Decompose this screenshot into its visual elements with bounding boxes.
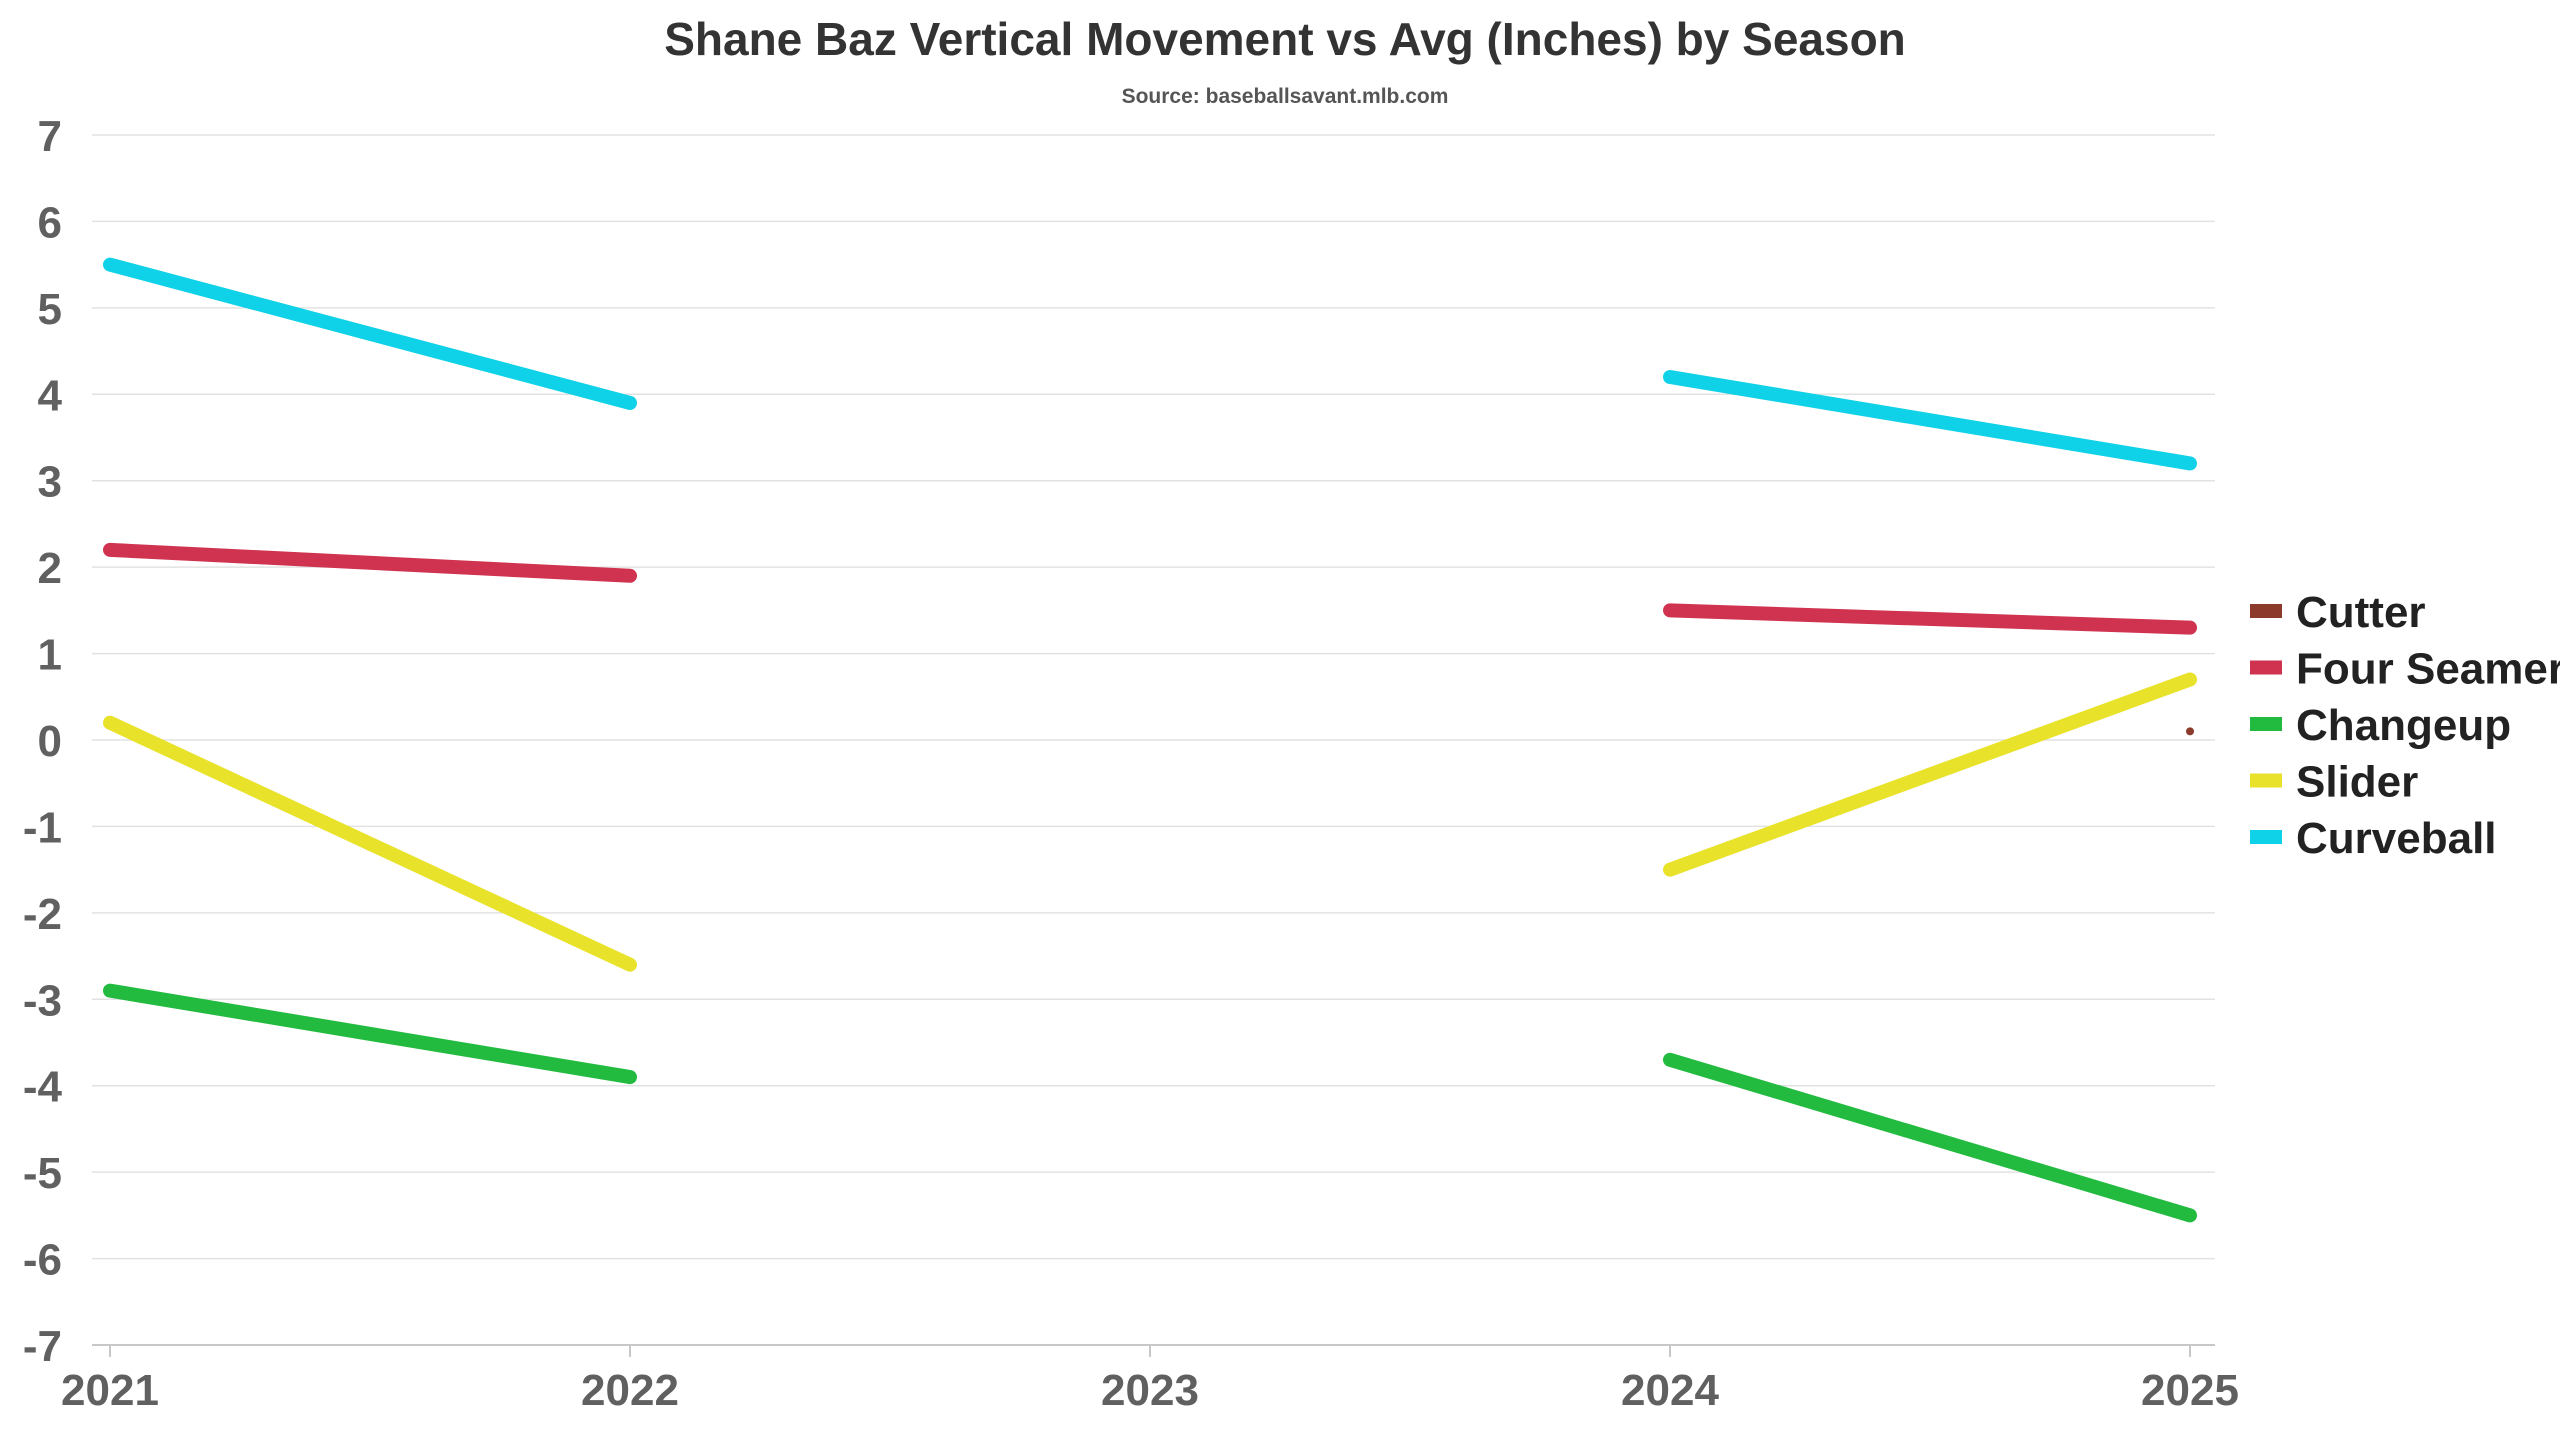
legend-label: Curveball <box>2296 814 2497 863</box>
series-line <box>103 257 637 410</box>
y-tick-label: -4 <box>23 1063 63 1112</box>
y-tick-label: -2 <box>23 890 62 939</box>
chart-title: Shane Baz Vertical Movement vs Avg (Inch… <box>664 13 1906 65</box>
legend-swatch <box>2250 830 2282 844</box>
y-tick-label: 3 <box>38 458 62 507</box>
series-line <box>1663 672 2197 877</box>
series-line <box>103 542 637 583</box>
y-tick-label: 5 <box>38 285 62 334</box>
y-tick-label: 0 <box>38 717 62 766</box>
x-tick-label: 2021 <box>61 1366 159 1415</box>
series-slider <box>103 672 2197 972</box>
legend-label: Cutter <box>2296 588 2426 637</box>
legend-swatch <box>2250 660 2282 675</box>
series-line <box>103 983 637 1085</box>
y-tick-label: 1 <box>38 631 62 680</box>
y-tick-label: -7 <box>23 1322 62 1371</box>
x-tick-label: 2022 <box>581 1366 679 1415</box>
series-line <box>103 715 637 972</box>
y-tick-label: -5 <box>23 1149 62 1198</box>
y-tick-label: -6 <box>23 1236 62 1285</box>
x-tick-label: 2024 <box>1621 1366 1719 1415</box>
legend-swatch <box>2250 773 2282 788</box>
series-curveball <box>103 257 2197 471</box>
y-tick-label: -1 <box>23 803 62 852</box>
legend-label: Changeup <box>2296 701 2511 750</box>
series-line <box>1663 370 2197 471</box>
y-tick-label: 6 <box>38 198 62 247</box>
legend-label: Four Seamer <box>2296 645 2560 694</box>
legend-swatch <box>2250 604 2282 618</box>
series-line <box>1663 1052 2197 1223</box>
y-tick-label: 7 <box>38 112 62 161</box>
series-lines <box>103 257 2197 1223</box>
legend-swatch <box>2250 717 2282 731</box>
series-four-seamer <box>103 542 2197 635</box>
chart-subtitle: Source: baseballsavant.mlb.com <box>1122 85 1449 108</box>
legend: Cutter Four Seamer Changeup Slider Curveball <box>2250 588 2560 863</box>
legend-label: Slider <box>2296 758 2418 807</box>
y-tick-label: -3 <box>23 976 62 1025</box>
y-tick-label: 2 <box>38 544 62 593</box>
series-point <box>2186 727 2194 736</box>
x-tick-label: 2023 <box>1101 1366 1199 1415</box>
y-tick-label: 4 <box>38 371 63 420</box>
series-line <box>1663 603 2197 635</box>
series-cutter <box>2186 727 2194 736</box>
x-tick-label: 2025 <box>2141 1366 2239 1415</box>
grid-lines <box>92 134 2215 1260</box>
series-changeup <box>103 983 2197 1223</box>
